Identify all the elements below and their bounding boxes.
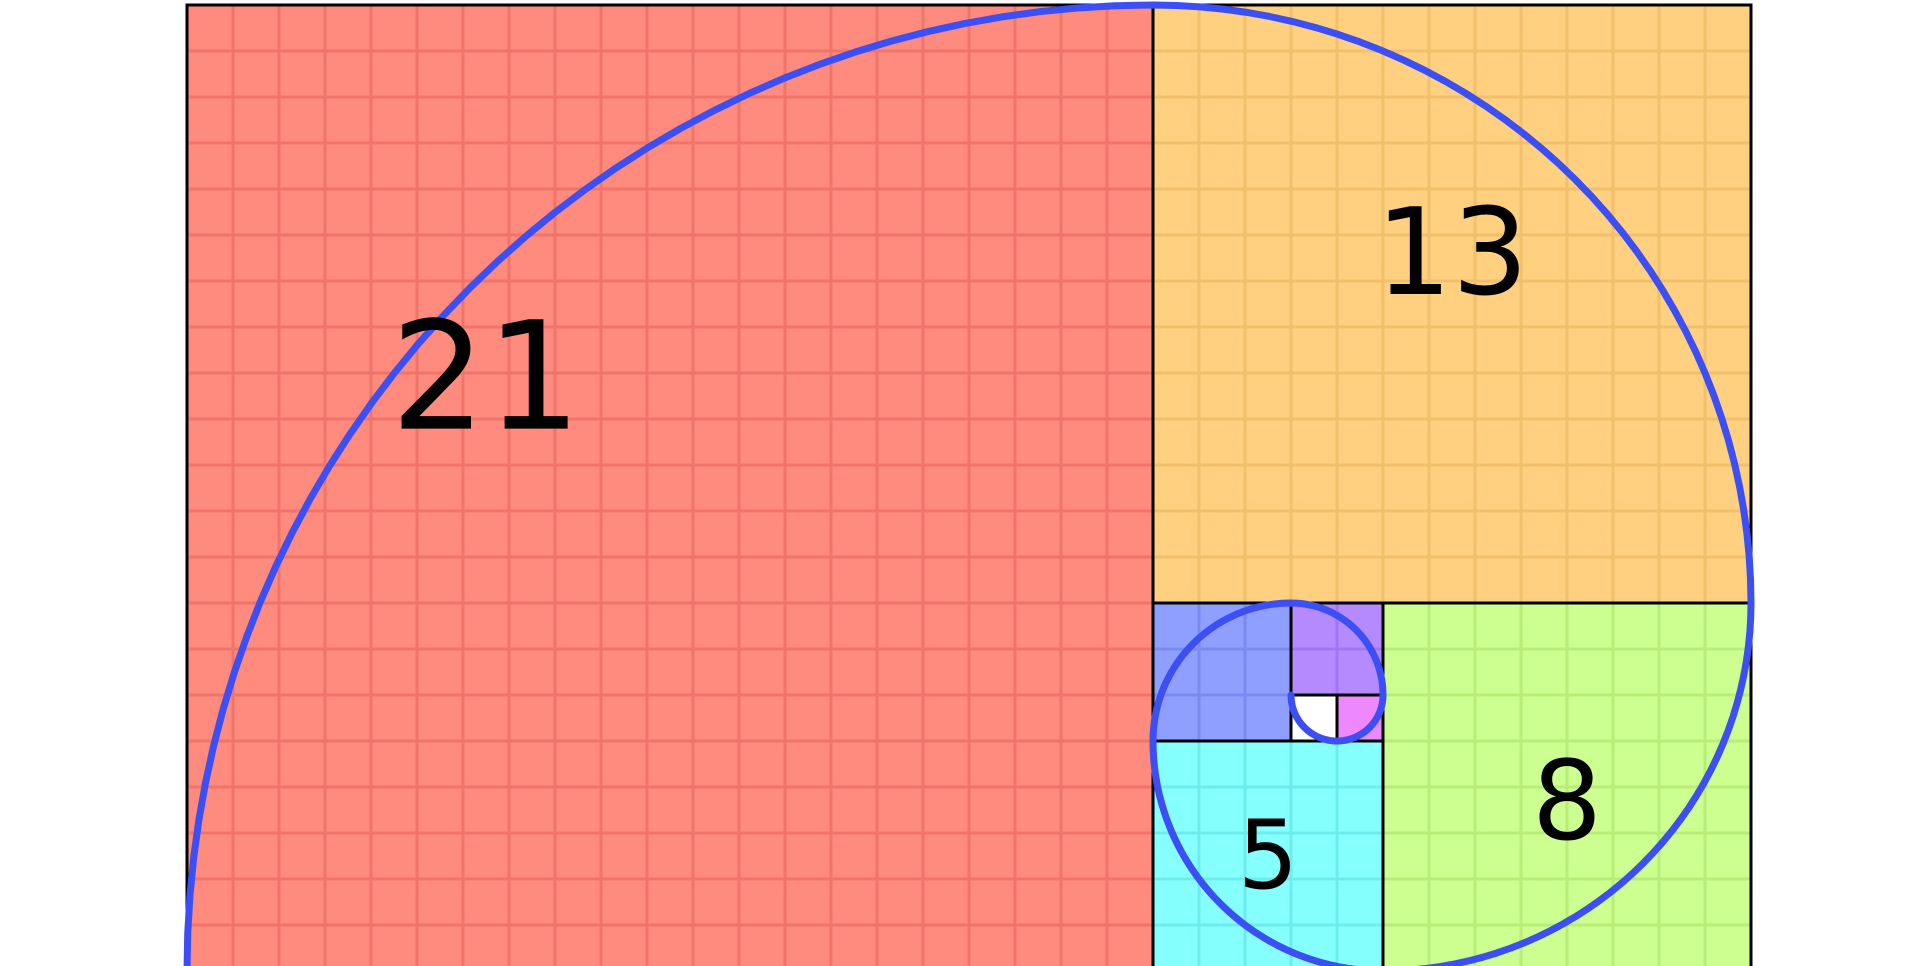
sq-1b-border — [1289, 693, 1339, 743]
unit-grid-layer — [187, 5, 1751, 966]
square-labels-layer: 21 13 8 5 — [391, 184, 1602, 911]
sq-5-fill — [1153, 741, 1383, 966]
golden-spiral — [183, 1, 1755, 966]
sq-13-fill — [1153, 5, 1751, 603]
golden-spiral-layer — [183, 1, 1755, 966]
square-label-13: 13 — [1376, 184, 1529, 323]
squares-layer — [187, 5, 1751, 966]
sq-3-fill — [1153, 603, 1291, 741]
square-borders-layer — [185, 3, 1753, 966]
square-label-5: 5 — [1238, 801, 1298, 911]
square-label-8: 8 — [1532, 737, 1602, 865]
square-label-21: 21 — [391, 291, 582, 465]
sq-21-fill — [187, 5, 1153, 966]
